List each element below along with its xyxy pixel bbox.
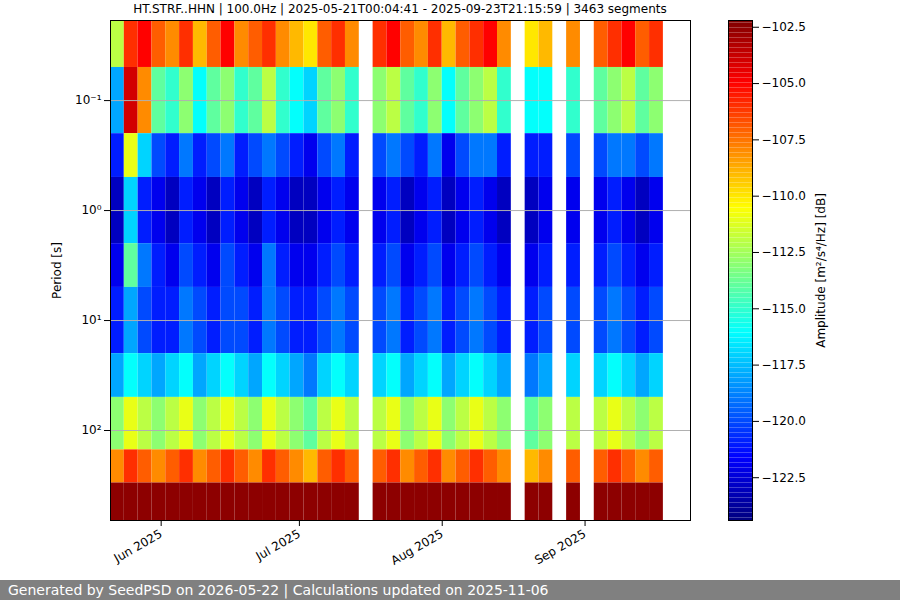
svg-text:−120.0: −120.0 xyxy=(762,414,806,428)
svg-text:10¹: 10¹ xyxy=(81,313,101,327)
svg-text:10²: 10² xyxy=(81,423,101,437)
svg-text:−122.5: −122.5 xyxy=(762,471,806,485)
svg-text:−107.5: −107.5 xyxy=(762,133,806,147)
svg-text:−102.5: −102.5 xyxy=(762,20,806,34)
svg-text:Period [s]: Period [s] xyxy=(50,242,64,299)
svg-text:Sep 2025: Sep 2025 xyxy=(532,527,588,568)
svg-text:Amplitude [m²/s⁴/Hz] [dB]: Amplitude [m²/s⁴/Hz] [dB] xyxy=(814,193,828,348)
svg-text:Jul 2025: Jul 2025 xyxy=(253,527,303,564)
html-text:HT.STRF..HHN | 100.0Hz | 2025-: HT.STRF..HHN | 100.0Hz | 2025-05-21T00:0… xyxy=(133,2,667,16)
svg-text:Jun 2025: Jun 2025 xyxy=(111,527,165,566)
svg-text:10⁰: 10⁰ xyxy=(81,203,101,217)
svg-text:−117.5: −117.5 xyxy=(762,358,806,372)
svg-text:Aug 2025: Aug 2025 xyxy=(389,527,446,568)
svg-text:−112.5: −112.5 xyxy=(762,245,806,259)
html-text:Generated by SeedPSD on 2026-0: Generated by SeedPSD on 2026-05-22 | Cal… xyxy=(8,582,549,598)
svg-text:−115.0: −115.0 xyxy=(762,302,806,316)
svg-text:−105.0: −105.0 xyxy=(762,76,806,90)
svg-text:−110.0: −110.0 xyxy=(762,189,806,203)
svg-text:10⁻¹: 10⁻¹ xyxy=(75,93,102,107)
